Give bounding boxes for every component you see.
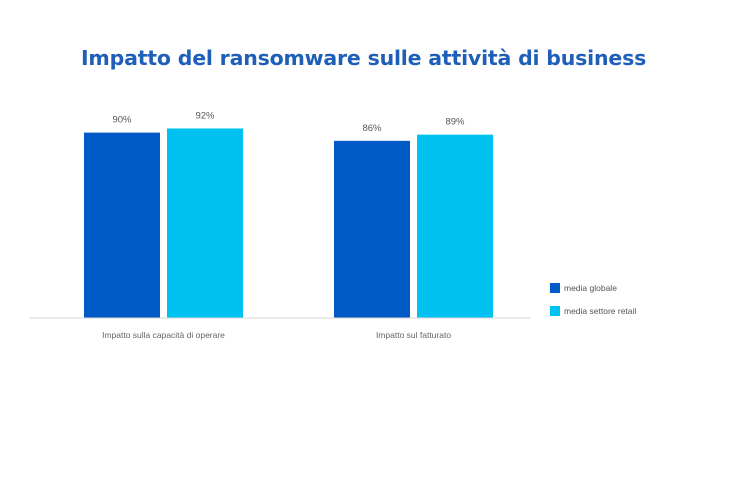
data-label: 90% xyxy=(112,115,132,126)
data-label: 86% xyxy=(362,123,382,134)
legend-swatch xyxy=(550,283,560,293)
data-label: 89% xyxy=(445,117,465,128)
bar-retail-2 xyxy=(417,134,493,318)
legend-label: media settore retail xyxy=(564,306,636,316)
data-label: 92% xyxy=(195,110,215,121)
category-label: Impatto sul fatturato xyxy=(376,330,451,340)
legend-swatch xyxy=(550,306,560,316)
category-label: Impatto sulla capacità di operare xyxy=(102,330,225,340)
legend-label: media globale xyxy=(564,283,617,293)
bar-retail-1 xyxy=(167,128,243,318)
chart-title: Impatto del ransomware sulle attività di… xyxy=(81,46,647,70)
bar-global-1 xyxy=(84,132,160,318)
bar-global-2 xyxy=(334,140,410,318)
